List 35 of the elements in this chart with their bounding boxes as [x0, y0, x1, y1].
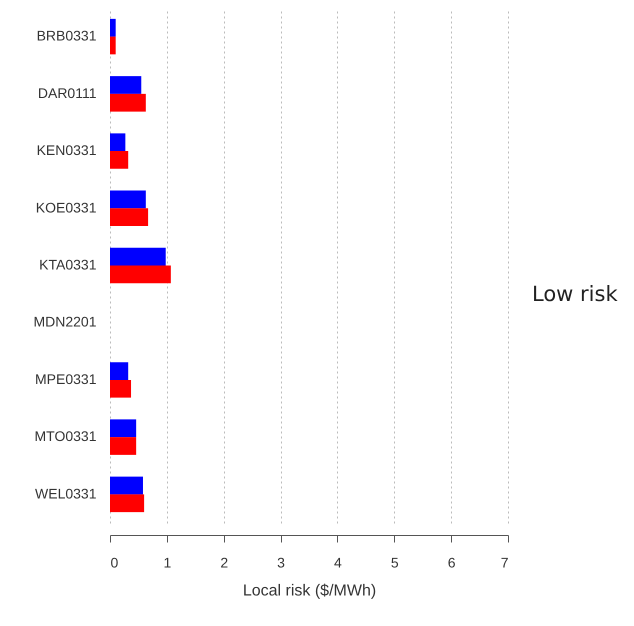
- bar: [110, 94, 146, 112]
- bar: [110, 380, 132, 398]
- text: Low risk: [532, 282, 618, 306]
- y-tick-label: MPE0331: [35, 370, 97, 387]
- y-tick-label: KEN0331: [36, 142, 97, 158]
- x-tick-label: 6: [448, 554, 456, 570]
- x-tick-label: 0: [110, 554, 118, 570]
- bar: [110, 18, 116, 37]
- bar: [110, 190, 146, 208]
- bar: [110, 76, 142, 94]
- bar: [110, 437, 136, 455]
- x-tick-label: 4: [334, 554, 342, 570]
- y-tick-label: WEL0331: [35, 485, 97, 502]
- bar: [110, 151, 128, 169]
- bar: [110, 248, 166, 266]
- y-tick-label: KOE0331: [36, 199, 97, 216]
- y-tick-label: BRB0331: [36, 28, 97, 44]
- y-tick-label: DAR0111: [38, 84, 97, 101]
- bar: [110, 419, 136, 438]
- bar: [110, 476, 143, 494]
- bar: [110, 133, 126, 152]
- y-tick-label: KTA0331: [39, 256, 97, 272]
- y-tick-label: MTO0331: [34, 428, 97, 444]
- x-tick-label: 2: [220, 554, 228, 570]
- x-tick-label: 3: [277, 554, 286, 570]
- bar: [110, 266, 171, 284]
- y-tick-label: MDN2201: [33, 314, 97, 330]
- bar: [110, 36, 116, 54]
- x-tick-label: 5: [390, 554, 399, 570]
- x-axis-title: Local risk ($/MWh): [242, 582, 376, 600]
- bar: [110, 494, 144, 512]
- bar: [110, 362, 128, 380]
- x-tick-label: 7: [500, 554, 509, 570]
- bar: [110, 208, 148, 226]
- x-tick-label: 1: [163, 554, 172, 570]
